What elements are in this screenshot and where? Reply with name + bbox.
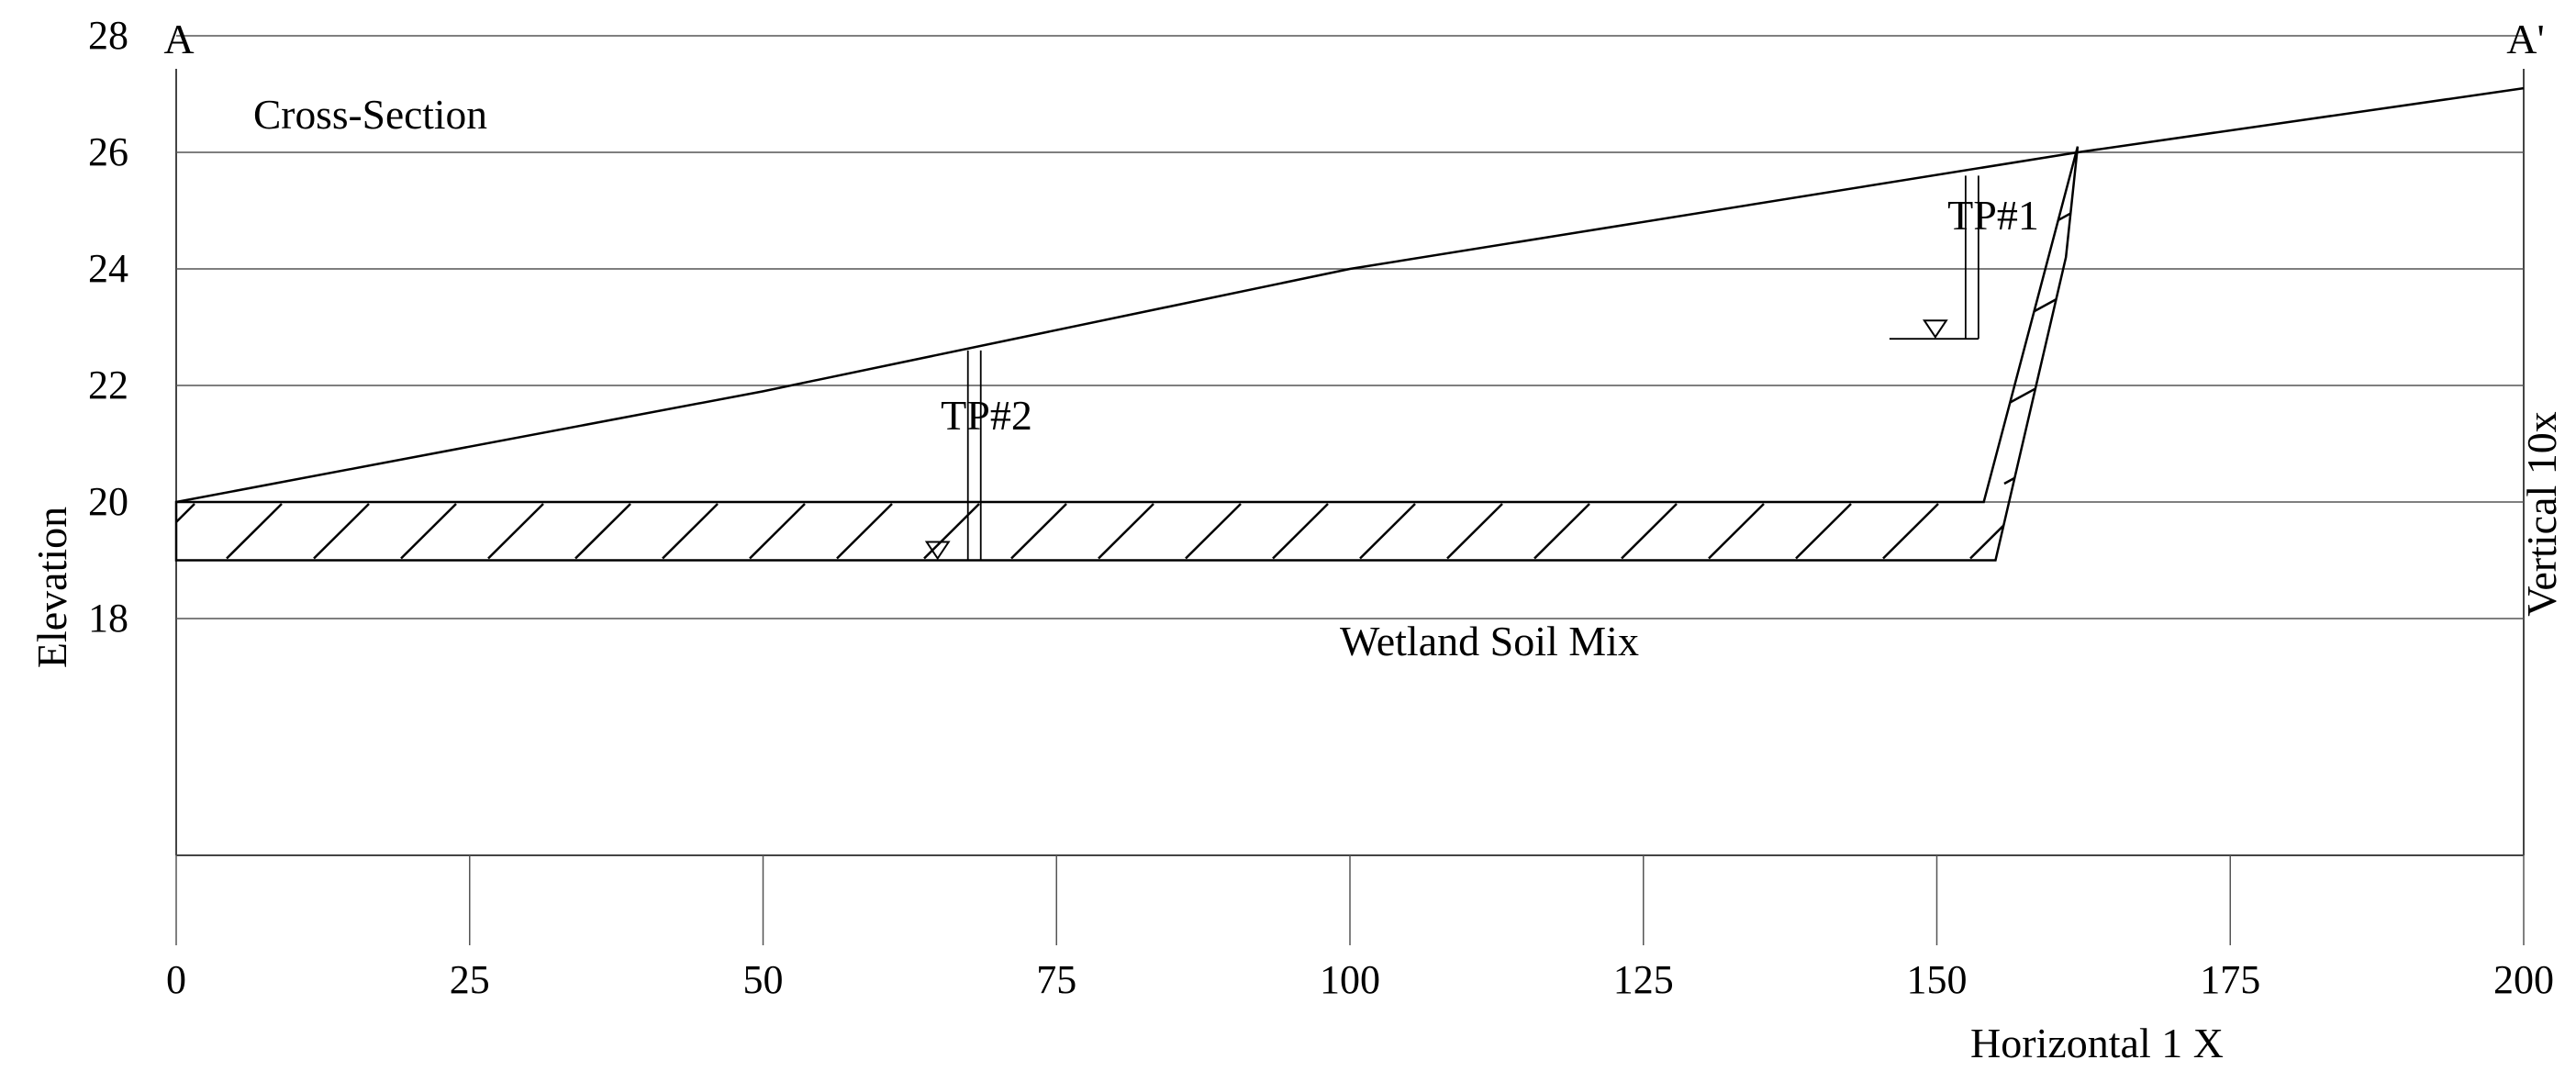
y-tick-labels: 28 26 24 22 20 18 (88, 13, 128, 641)
slope-hatch-line (2003, 349, 2078, 407)
water-level-icon (1923, 319, 1948, 340)
hatch-line (313, 503, 370, 560)
hatch-line (1533, 503, 1590, 560)
hatch-line (487, 503, 544, 560)
hatch-line (2057, 503, 2078, 560)
x-tick-label-100: 100 (1320, 957, 1380, 1002)
hatch-line (662, 503, 719, 560)
hatch-line (1795, 503, 1852, 560)
hatch-line (2145, 504, 2200, 559)
y-tick-label-22: 22 (88, 363, 128, 407)
hatch-line (1708, 503, 1765, 560)
hatch-line (1098, 503, 1154, 560)
y-tick-label-26: 26 (88, 129, 128, 174)
frame (175, 69, 2525, 856)
vertical-scale-label: Vertical 10x (2518, 411, 2565, 617)
x-tick-labels: 0 25 50 75 100 125 150 175 200 (166, 957, 2554, 1002)
tp2-label: TP#2 (941, 392, 1032, 439)
wetland-soil-mix-label: Wetland Soil Mix (1340, 618, 1639, 664)
y-tick-label-20: 20 (88, 479, 128, 524)
y-tick-label-28: 28 (88, 13, 128, 58)
hatch-line (923, 503, 980, 560)
x-tick-label-75: 75 (1036, 957, 1076, 1002)
x-tick-label-150: 150 (1907, 957, 1968, 1002)
y-tick-label-18: 18 (88, 596, 128, 641)
hatch-line (1882, 503, 1939, 560)
y-axis-label: Elevation (28, 507, 75, 668)
tp1-label: TP#1 (1947, 192, 2039, 239)
hatch-line (1010, 503, 1067, 560)
hatch-line (1272, 503, 1329, 560)
test-pit-2 (891, 350, 982, 562)
diagram-title: Cross-Section (253, 91, 487, 138)
x-axis-label: Horizontal 1 X (1970, 1020, 2224, 1066)
x-tick-label-125: 125 (1613, 957, 1674, 1002)
section-end-label: A' (2506, 16, 2545, 62)
grid-lines (176, 35, 2524, 619)
ground-surface (175, 86, 2525, 504)
hatch-line (400, 503, 457, 560)
hatch-line (1446, 503, 1503, 560)
slope-hatch-line (2003, 146, 2078, 173)
hatch-line (1185, 503, 1242, 560)
test-pits (891, 175, 1979, 562)
test-pit-1 (1889, 175, 1979, 340)
layer-outline (174, 146, 2080, 562)
x-tick-label-175: 175 (2200, 957, 2260, 1002)
hatch-line (574, 503, 631, 560)
x-tick-label-0: 0 (166, 957, 186, 1002)
water-level-icon (924, 541, 951, 561)
y-tick-label-24: 24 (88, 246, 128, 291)
section-start-label: A (163, 16, 194, 62)
slope-hatch-line (2003, 271, 2078, 329)
hatch-line (1621, 503, 1678, 560)
x-tick-label-25: 25 (450, 957, 490, 1002)
x-tick-label-50: 50 (743, 957, 784, 1002)
x-tick-label-200: 200 (2493, 957, 2554, 1002)
hatch-line (1359, 503, 1416, 560)
ground-surface-line (175, 86, 2525, 504)
hatch-line (749, 503, 806, 560)
hatch-line (226, 503, 283, 560)
hatch-line (836, 503, 893, 560)
hatch-line (176, 503, 195, 560)
x-tick-marks (175, 855, 2525, 945)
